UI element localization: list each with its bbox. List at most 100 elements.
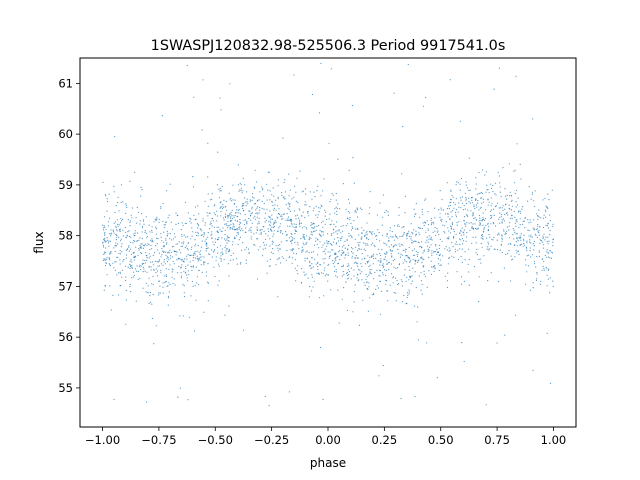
data-point [547, 207, 549, 210]
data-point [369, 272, 371, 274]
data-point [328, 142, 330, 144]
data-point [115, 226, 117, 229]
data-point [394, 277, 397, 279]
data-point [207, 236, 209, 238]
data-point [494, 248, 496, 250]
data-point [279, 244, 281, 246]
data-point [182, 243, 184, 245]
data-point [420, 257, 422, 259]
data-point [194, 206, 197, 208]
data-point [186, 64, 188, 67]
data-point [365, 273, 367, 276]
data-point [102, 244, 104, 247]
data-point [134, 232, 136, 234]
data-point [306, 228, 308, 230]
data-point [269, 224, 271, 226]
data-point [112, 294, 114, 296]
data-point [116, 274, 118, 276]
data-point [249, 228, 251, 230]
data-point [482, 224, 484, 226]
data-point [484, 218, 487, 220]
data-point [348, 169, 350, 171]
data-point [232, 199, 234, 201]
data-point [115, 225, 117, 227]
data-point [408, 265, 410, 268]
data-point [279, 248, 281, 250]
data-point [220, 206, 222, 208]
data-point [290, 220, 293, 222]
data-point [183, 234, 185, 236]
data-point [150, 261, 152, 263]
data-point [545, 266, 547, 268]
data-point [243, 205, 245, 207]
data-point [287, 207, 289, 209]
data-point [348, 265, 350, 267]
data-point [499, 222, 501, 224]
data-point [348, 270, 350, 273]
data-point [413, 215, 416, 217]
data-point [523, 243, 525, 245]
data-point [438, 263, 440, 265]
data-point [302, 242, 304, 244]
data-point [335, 206, 337, 208]
data-point [213, 212, 215, 214]
x-tick-label: −0.25 [254, 433, 289, 447]
data-point [399, 256, 402, 258]
data-point [480, 262, 482, 264]
data-point [313, 280, 315, 282]
data-point [424, 199, 426, 201]
data-point [304, 257, 306, 259]
data-point [341, 252, 343, 254]
data-point [453, 256, 455, 258]
data-point [374, 271, 376, 274]
data-point [358, 279, 360, 281]
data-point [242, 207, 244, 210]
data-point [110, 232, 112, 234]
data-point [224, 246, 226, 249]
data-point [486, 237, 488, 239]
data-point [519, 212, 522, 214]
data-point [524, 244, 526, 246]
data-point [349, 212, 351, 214]
data-point [281, 256, 283, 258]
data-point [182, 260, 184, 262]
data-point [430, 244, 432, 246]
data-point [155, 268, 157, 270]
data-point [387, 214, 389, 216]
data-point [222, 227, 224, 229]
data-point [307, 277, 309, 279]
data-point [501, 207, 503, 209]
data-point [283, 257, 285, 259]
data-point [219, 187, 221, 190]
data-point [297, 273, 299, 275]
data-point [273, 195, 275, 197]
data-point [200, 259, 202, 261]
data-point [184, 272, 186, 274]
data-point [179, 258, 181, 260]
data-point [322, 226, 324, 228]
data-point [373, 244, 375, 246]
data-point [315, 263, 317, 265]
data-point [137, 270, 139, 272]
data-point [163, 251, 165, 254]
data-point [319, 241, 321, 243]
data-point [409, 258, 411, 260]
data-point [501, 219, 503, 221]
data-point [267, 189, 269, 191]
data-point [367, 238, 370, 241]
data-point [148, 266, 150, 268]
data-point [171, 276, 173, 278]
data-point [259, 206, 261, 209]
data-point [158, 259, 160, 261]
data-point [191, 227, 193, 229]
data-point [347, 248, 349, 250]
data-point [168, 214, 170, 216]
data-point [239, 230, 242, 232]
data-point [410, 223, 412, 225]
data-point [471, 227, 473, 229]
data-point [160, 256, 162, 258]
data-point [159, 292, 161, 294]
data-point [414, 271, 416, 273]
data-point [503, 229, 505, 231]
data-point [219, 190, 221, 192]
